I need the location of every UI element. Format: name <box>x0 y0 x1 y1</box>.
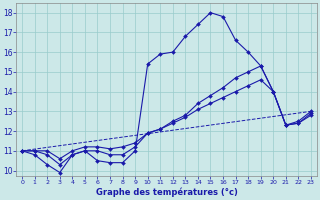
X-axis label: Graphe des températures (°c): Graphe des températures (°c) <box>96 188 237 197</box>
